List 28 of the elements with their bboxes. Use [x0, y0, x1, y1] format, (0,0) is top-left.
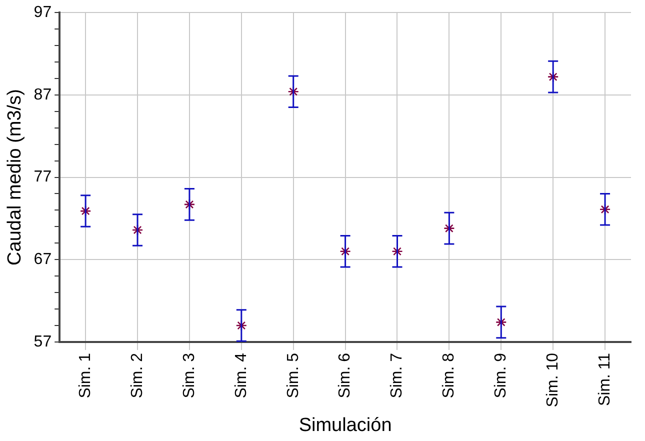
point [132, 224, 144, 236]
y-tick-label: 57 [34, 333, 52, 350]
x-tick-label: Sim. 6 [336, 352, 354, 398]
x-tick-label: Sim. 11 [596, 352, 614, 406]
x-tick-label: Sim. 2 [128, 352, 146, 398]
y-tick-label: 77 [34, 168, 52, 186]
point [599, 204, 611, 216]
point [236, 320, 248, 332]
x-tick-label: Sim. 1 [76, 352, 94, 398]
x-axis-title: Simulación [298, 414, 392, 436]
y-tick-label: 67 [34, 251, 52, 268]
x-tick-label: Sim. 7 [388, 352, 406, 398]
x-tick-label: Sim. 5 [284, 352, 302, 398]
y-tick-label: 87 [34, 86, 52, 104]
point [444, 222, 455, 234]
point [495, 316, 507, 328]
x-tick-label: Sim. 9 [492, 352, 510, 398]
point [547, 71, 559, 82]
x-tick-label: Sim. 10 [544, 352, 562, 408]
point [80, 205, 92, 217]
y-axis-title: Caudal medio (m3/s) [4, 89, 26, 266]
x-tick-label: Sim. 8 [440, 352, 458, 398]
point [340, 246, 351, 258]
y-tick-label: 97 [34, 4, 52, 22]
x-tick-label: Sim. 3 [180, 352, 198, 398]
x-tick-label: Sim. 4 [232, 352, 250, 398]
point [184, 198, 196, 210]
point [288, 86, 300, 98]
